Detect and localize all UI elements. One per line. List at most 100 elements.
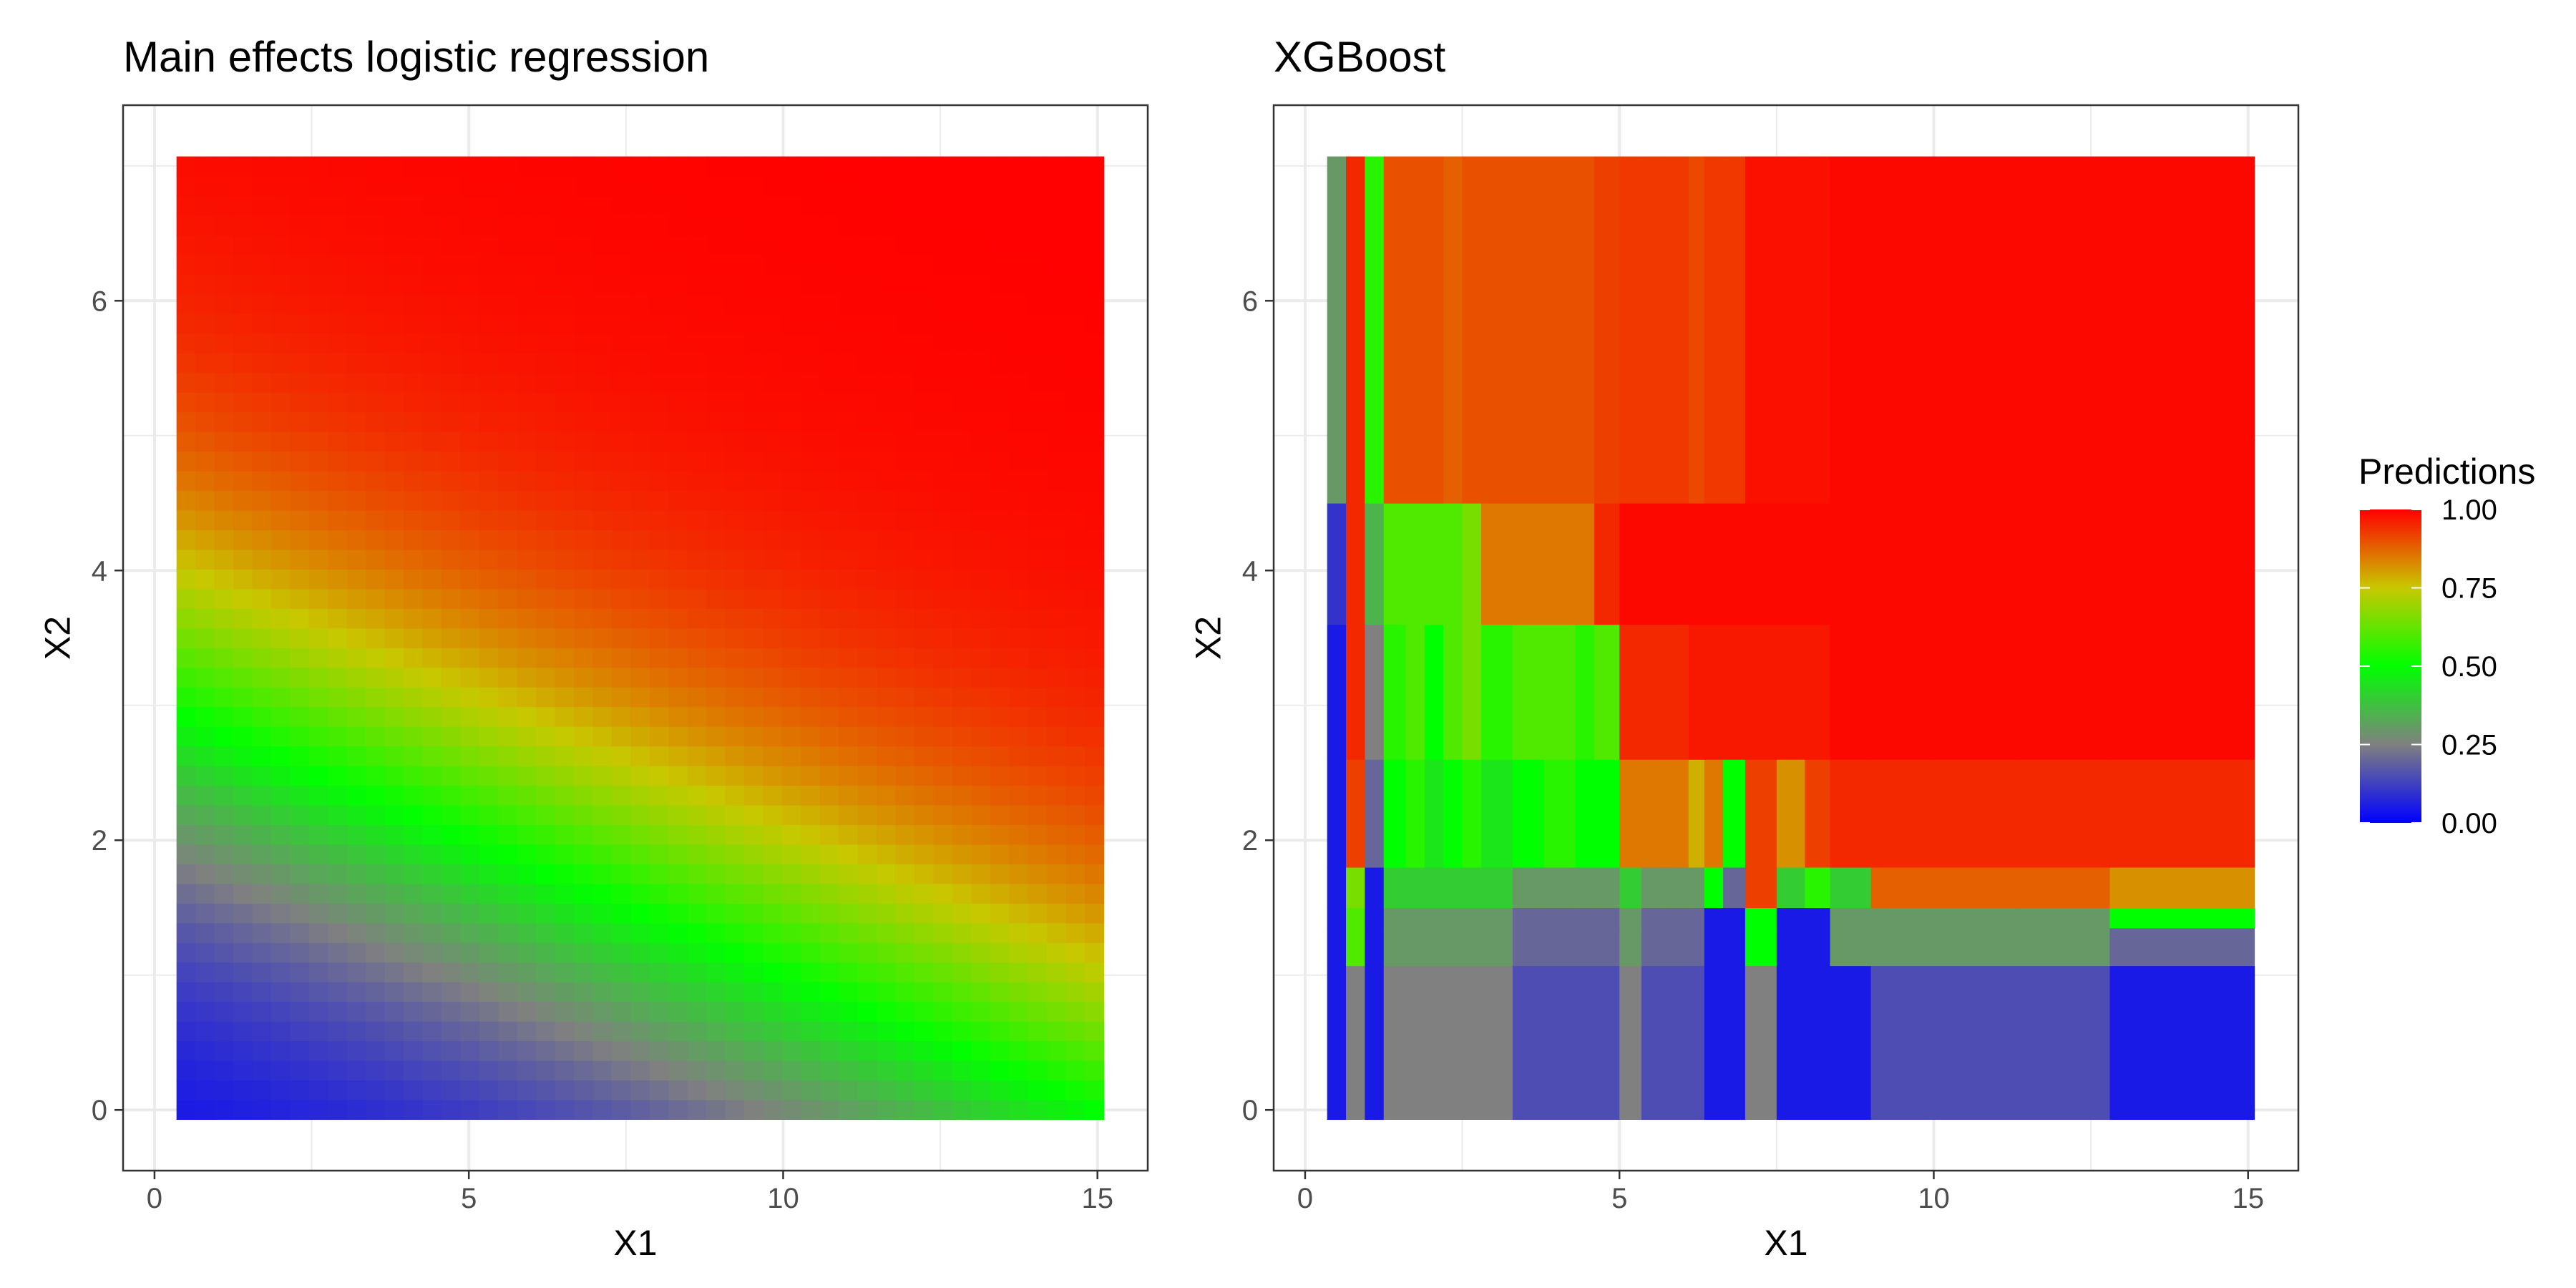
heatmap-cell: [611, 824, 631, 845]
heatmap-cell: [706, 746, 726, 766]
heatmap-cell: [801, 608, 821, 629]
heatmap-cell: [233, 215, 253, 236]
heatmap-cell: [592, 215, 613, 236]
y-tick-label: 6: [92, 286, 107, 317]
heatmap-cell: [479, 687, 499, 708]
heatmap-cell: [574, 1060, 594, 1081]
heatmap-cell: [630, 392, 650, 413]
heatmap-cell: [725, 451, 745, 472]
heatmap-cell: [1688, 927, 1705, 967]
heatmap-cell: [555, 353, 575, 374]
heatmap-cell: [422, 726, 442, 747]
heatmap-cell: [895, 1040, 915, 1061]
heatmap-cell: [914, 451, 935, 472]
heatmap-cell: [668, 490, 688, 511]
heatmap-cell: [366, 235, 386, 255]
heatmap-cell: [214, 509, 234, 531]
heatmap-cell: [725, 1021, 745, 1042]
heatmap-cell: [1065, 982, 1085, 1002]
heatmap-cell: [1065, 235, 1085, 255]
heatmap-cell: [290, 648, 310, 668]
heatmap-cell: [971, 392, 991, 413]
heatmap-cell: [819, 687, 839, 708]
heatmap-cell: [1575, 503, 1595, 625]
heatmap-cell: [668, 1021, 688, 1042]
heatmap-cell: [270, 648, 291, 668]
heatmap-cell: [195, 962, 215, 982]
heatmap-cell: [725, 353, 745, 374]
heatmap-cell: [308, 176, 328, 197]
heatmap-cell: [574, 333, 594, 353]
heatmap-cell: [1065, 490, 1085, 511]
heatmap-cell: [971, 1040, 991, 1061]
heatmap-cell: [990, 648, 1010, 668]
heatmap-cell: [1830, 156, 1872, 504]
heatmap-cell: [498, 254, 518, 275]
heatmap-cell: [555, 451, 575, 472]
heatmap-cell: [990, 804, 1010, 826]
heatmap-cell: [404, 922, 424, 943]
heatmap-cell: [536, 687, 556, 708]
heatmap-cell: [725, 628, 745, 648]
heatmap-cell: [1028, 1001, 1048, 1022]
heatmap-cell: [441, 353, 461, 374]
heatmap-cell: [1047, 628, 1067, 648]
heatmap-cell: [744, 333, 764, 353]
heatmap-cell: [233, 313, 253, 334]
heatmap-cell: [839, 1021, 859, 1042]
heatmap-cell: [308, 411, 328, 432]
heatmap-cell: [801, 215, 821, 236]
heatmap-cell: [630, 215, 650, 236]
heatmap-cell: [819, 824, 839, 845]
heatmap-cell: [214, 530, 234, 550]
heatmap-cell: [346, 824, 366, 845]
heatmap-cell: [971, 353, 991, 374]
heatmap-cell: [933, 333, 953, 353]
heatmap-cell: [630, 864, 650, 884]
heatmap-cell: [422, 824, 442, 845]
heatmap-cell: [233, 490, 253, 511]
heatmap-cell: [611, 903, 631, 924]
heatmap-cell: [1047, 392, 1067, 413]
heatmap-cell: [1641, 867, 1664, 909]
heatmap-cell: [801, 706, 821, 727]
heatmap-cell: [176, 804, 196, 826]
heatmap-cell: [592, 844, 613, 864]
heatmap-cell: [422, 274, 442, 295]
heatmap-cell: [536, 942, 556, 963]
heatmap-cell: [346, 588, 366, 609]
heatmap-cell: [308, 156, 328, 177]
heatmap-cell: [933, 215, 953, 236]
heatmap-cell: [1663, 759, 1689, 868]
heatmap-cell: [176, 471, 196, 492]
heatmap-cell: [649, 962, 669, 982]
heatmap-cell: [687, 1080, 707, 1101]
heatmap-cell: [1085, 687, 1105, 708]
heatmap-cell: [1346, 927, 1365, 967]
heatmap-cell: [895, 588, 915, 609]
heatmap-cell: [1009, 353, 1029, 374]
heatmap-cell: [441, 176, 461, 197]
heatmap-cell: [517, 1060, 537, 1081]
heatmap-cell: [270, 254, 291, 275]
heatmap-cell: [176, 156, 196, 177]
heatmap-cell: [290, 293, 310, 314]
heatmap-cell: [1365, 927, 1385, 967]
heatmap-cell: [706, 608, 726, 629]
heatmap-cell: [819, 353, 839, 374]
heatmap-cell: [384, 903, 404, 924]
heatmap-cell: [914, 824, 935, 845]
heatmap-cell: [781, 1080, 801, 1101]
heatmap-cell: [857, 549, 877, 570]
heatmap-cell: [536, 1001, 556, 1022]
heatmap-cell: [630, 982, 650, 1002]
heatmap-cell: [839, 903, 859, 924]
heatmap-cell: [214, 293, 234, 314]
heatmap-cell: [214, 804, 234, 826]
heatmap-cell: [706, 1060, 726, 1081]
heatmap-cell: [668, 746, 688, 766]
heatmap-cell: [687, 490, 707, 511]
heatmap-cell: [252, 451, 272, 472]
heatmap-cell: [877, 903, 897, 924]
heatmap-cell: [498, 1080, 518, 1101]
